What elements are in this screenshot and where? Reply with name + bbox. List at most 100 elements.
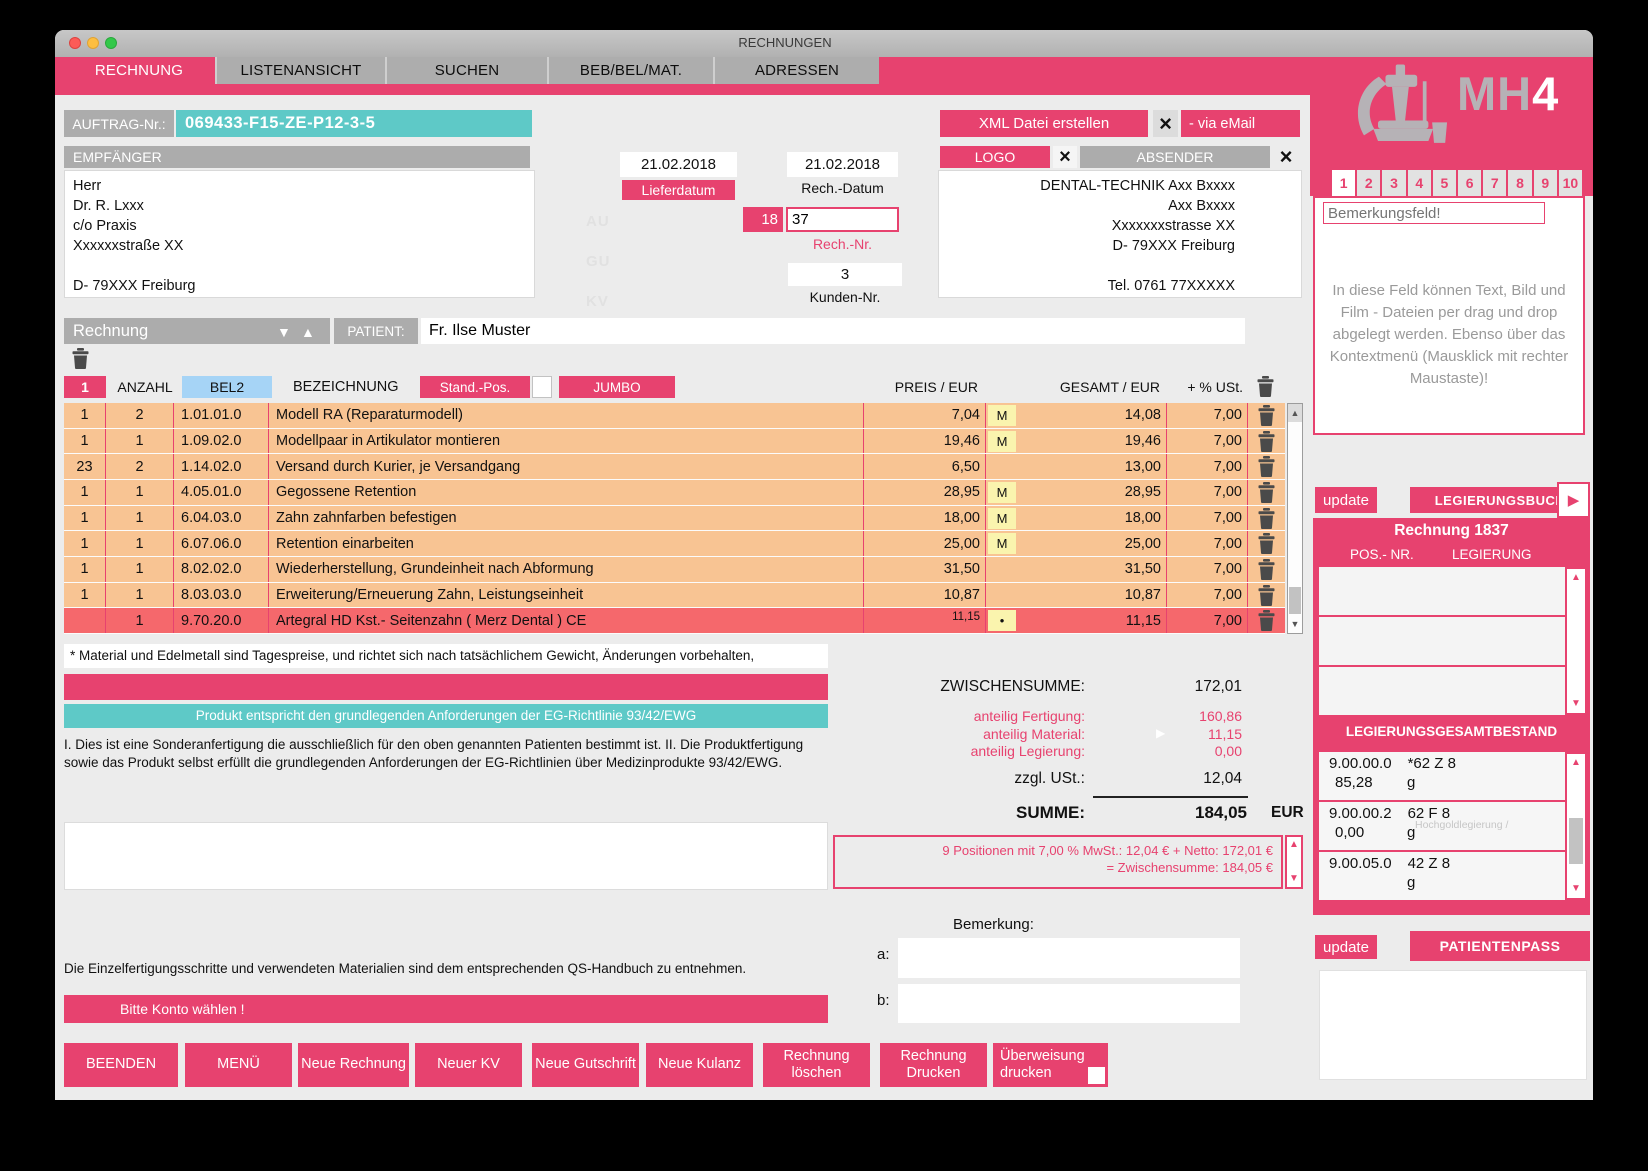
jumbo-button[interactable]: JUMBO ▶ (559, 376, 1165, 739)
account-bar[interactable] (64, 674, 828, 700)
delete-column-trash-icon[interactable] (1257, 376, 1274, 402)
bemerkung-a-input[interactable] (898, 938, 1240, 978)
bemerkung-b-input[interactable] (898, 984, 1240, 1023)
trash-icon[interactable] (1248, 480, 1285, 505)
bestand-list-scrollbar[interactable]: ▲ ▼ (1565, 752, 1587, 900)
invoice-row[interactable]: 1 1 1.09.02.0 Modellpaar in Artikulator mon… (64, 428, 1285, 455)
absender-address[interactable]: DENTAL-TECHNIK Axx Bxxxx Axx Bxxxx Xxxxx… (938, 170, 1302, 298)
patientenpass-box[interactable] (1319, 970, 1587, 1080)
scroll-up-icon[interactable]: ▲ (1571, 572, 1581, 583)
neuer-kv-button[interactable]: Neuer KV (415, 1043, 522, 1087)
delete-all-trash-icon[interactable] (72, 348, 89, 374)
scroll-up-icon[interactable]: ▲ (1289, 839, 1299, 850)
absender-clear-icon[interactable]: × (1279, 144, 1293, 169)
vat-summary-scrollbar[interactable]: ▲ ▼ (1285, 835, 1303, 889)
neue-rechnung-button[interactable]: Neue Rechnung (298, 1043, 409, 1087)
logo-button[interactable]: LOGO (940, 146, 1050, 168)
rechnungsdatum-field[interactable]: 21.02.2018 (787, 152, 898, 177)
legierung-row[interactable] (1319, 567, 1565, 617)
scroll-down-icon[interactable]: ▼ (1571, 883, 1581, 894)
bel2-column-button[interactable]: BEL2 (182, 376, 272, 398)
legierung-row[interactable] (1319, 667, 1565, 715)
rechnung-drucken-button[interactable]: Rechnung Drucken (880, 1043, 987, 1087)
scroll-down-icon[interactable]: ▼ (1288, 615, 1302, 633)
patient-input[interactable] (421, 318, 1245, 344)
sidebar-page-tab-1[interactable]: 1 (1332, 170, 1356, 196)
trash-icon[interactable] (1248, 531, 1285, 556)
tab-rechnung[interactable]: RECHNUNG (63, 57, 215, 84)
invoice-row[interactable]: 1 2 1.01.01.0 Modell RA (Reparaturmodell) 7,… (64, 403, 1285, 429)
trash-icon[interactable] (1248, 403, 1285, 428)
invoice-row[interactable]: 1 1 6.04.03.0 Zahn zahnfarben befestigen 18,… (64, 505, 1285, 532)
invoice-type-select[interactable]: Rechnung ▼ ▲ (64, 318, 330, 344)
invoice-row[interactable]: 1 9.70.20.0 Artegral HD Kst.- Seitenzahn (… (64, 608, 1285, 635)
sidebar-page-tab-6[interactable]: 6 (1458, 170, 1482, 196)
kundennr-field[interactable]: 3 (788, 263, 902, 286)
close-button[interactable] (69, 37, 81, 49)
trash-icon[interactable] (1248, 454, 1285, 479)
tab-listenansicht[interactable]: LISTENANSICHT (215, 57, 385, 84)
zoom-button[interactable] (105, 37, 117, 49)
trash-icon[interactable] (1248, 557, 1285, 582)
invoice-row[interactable]: 1 1 8.03.03.0 Erweiterung/Erneuerung Zahn, … (64, 582, 1285, 609)
menue-button[interactable]: MENÜ (185, 1043, 292, 1087)
bestand-row[interactable]: 9.00.00.0 *62 Z 8 85,28 g (1319, 752, 1565, 802)
legierung-list-scrollbar[interactable]: ▲ ▼ (1565, 567, 1587, 715)
scrollbar-thumb[interactable] (1289, 587, 1301, 614)
scroll-down-icon[interactable]: ▼ (1289, 873, 1299, 884)
rechnung-loeschen-button[interactable]: Rechnung löschen (763, 1043, 870, 1087)
table-scrollbar[interactable]: ▲ ▼ (1287, 403, 1303, 634)
scroll-up-icon[interactable]: ▲ (1571, 757, 1581, 768)
invoice-row[interactable]: 1 1 4.05.01.0 Gegossene Retention 28,95 M 28,9… (64, 480, 1285, 506)
minimize-button[interactable] (87, 37, 99, 49)
neue-gutschrift-button[interactable]: Neue Gutschrift (532, 1043, 639, 1087)
bestand-row[interactable]: 9.00.00.2 62 F 8 Hochgoldlegierung /0,00 g (1319, 802, 1565, 852)
konto-warning-bar[interactable]: Bitte Konto wählen ! (64, 995, 828, 1023)
scrollbar-thumb[interactable] (1569, 818, 1583, 864)
sidebar-page-tab-10[interactable]: 10 (1558, 170, 1583, 196)
sidebar-page-tab-3[interactable]: 3 (1382, 170, 1406, 196)
tab-beb-bel-mat-[interactable]: BEB/BEL/MAT. (547, 57, 713, 84)
invoice-type-down-icon[interactable]: ▼ (277, 324, 291, 340)
column-one-button[interactable]: 1 (64, 376, 106, 398)
legierung-row[interactable] (1319, 617, 1565, 667)
trash-icon[interactable] (1248, 506, 1285, 531)
legierungsbuch-arrow-icon[interactable]: ▶ (1557, 482, 1590, 518)
trash-icon[interactable] (1248, 608, 1285, 633)
rechnr-input[interactable] (786, 207, 899, 232)
sidebar-page-tab-9[interactable]: 9 (1533, 170, 1557, 196)
patientenpass-button[interactable]: PATIENTENPASS (1410, 931, 1590, 961)
sidebar-page-tab-2[interactable]: 2 (1357, 170, 1381, 196)
invoice-row[interactable]: 1 1 8.02.02.0 Wiederherstellung, Grundeinhe… (64, 557, 1285, 583)
lieferdatum-field[interactable]: 21.02.2018 (620, 152, 737, 177)
dropzone-panel[interactable] (1313, 196, 1585, 435)
scroll-down-icon[interactable]: ▼ (1571, 698, 1581, 709)
invoice-row[interactable]: 23 2 1.14.02.0 Versand durch Kurier, je Ver… (64, 454, 1285, 481)
invoice-type-up-icon[interactable]: ▲ (301, 324, 315, 340)
sidebar-page-tab-5[interactable]: 5 (1432, 170, 1457, 196)
tab-adressen[interactable]: ADRESSEN (713, 57, 879, 84)
update-legierung-button[interactable]: update (1315, 487, 1377, 513)
ueberweisung-drucken-button[interactable]: Überweisung drucken (993, 1043, 1108, 1087)
stand-pos-field[interactable] (532, 376, 552, 398)
update-patientenpass-button[interactable]: update (1315, 935, 1377, 959)
scroll-up-icon[interactable]: ▲ (1288, 404, 1302, 422)
empfaenger-address[interactable]: Herr Dr. R. Lxxx c/o Praxis Xxxxxxstraße… (64, 170, 535, 298)
xml-export-button[interactable]: XML Datei erstellen (940, 110, 1148, 137)
trash-icon[interactable] (1248, 429, 1285, 454)
tab-suchen[interactable]: SUCHEN (385, 57, 547, 84)
via-email-button[interactable]: - via eMail ▼ (1181, 110, 1300, 137)
auftrag-number[interactable]: 069433-F15-ZE-P12-3-5 (176, 110, 532, 137)
trash-icon[interactable] (1248, 583, 1285, 608)
neue-kulanz-button[interactable]: Neue Kulanz (646, 1043, 753, 1087)
sidebar-page-tab-8[interactable]: 8 (1508, 170, 1532, 196)
logo-clear-icon[interactable]: × (1053, 146, 1077, 168)
stand-pos-button[interactable]: Stand.-Pos. (420, 376, 530, 398)
invoice-row[interactable]: 1 1 6.07.06.0 Retention einarbeiten 25,00 M 25… (64, 531, 1285, 558)
sidebar-page-tab-7[interactable]: 7 (1483, 170, 1507, 196)
xml-clear-icon[interactable]: × (1153, 110, 1178, 137)
sidebar-page-tab-4[interactable]: 4 (1407, 170, 1431, 196)
ueberweisung-checkbox[interactable] (1088, 1067, 1105, 1084)
beenden-button[interactable]: BEENDEN (64, 1043, 178, 1087)
